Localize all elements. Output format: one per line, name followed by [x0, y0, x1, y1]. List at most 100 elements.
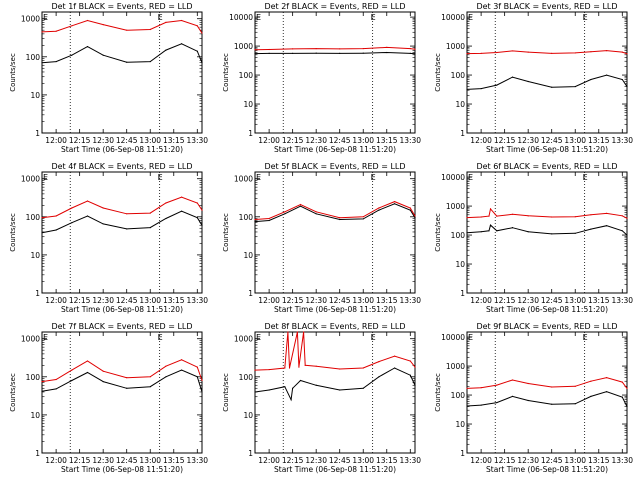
y-tick-label: 1000	[446, 42, 465, 51]
lld-data-point	[527, 215, 529, 217]
chart-title: Det 3f BLACK = Events, RED = LLD	[476, 2, 617, 11]
events-data-point	[511, 395, 514, 397]
lld-data-point	[466, 52, 468, 55]
events-data-point	[466, 88, 468, 90]
events-data-point	[86, 215, 89, 217]
events-data-point	[590, 228, 592, 230]
lld-data-point	[466, 217, 468, 219]
lld-data-point	[496, 51, 498, 54]
lld-data-point	[196, 366, 198, 368]
x-tick-label: 12:15	[69, 456, 91, 465]
marker-label: E	[158, 13, 163, 22]
events-data-point	[86, 371, 89, 374]
events-data-point	[511, 227, 514, 229]
plot-frame	[466, 11, 628, 134]
x-tick-label: 13:00	[139, 136, 161, 145]
events-series-line	[41, 210, 203, 234]
events-data-point	[149, 386, 151, 388]
y-tick-label: 1000	[21, 15, 40, 24]
y-axis-label: Counts/sec	[9, 53, 17, 92]
events-data-point	[290, 399, 292, 401]
events-data-point	[511, 76, 514, 78]
lld-data-point	[296, 331, 298, 333]
x-tick-label: 12:15	[494, 136, 516, 145]
x-tick-label: 12:45	[329, 456, 351, 465]
events-data-point	[181, 210, 183, 212]
chart-title: Det 5f BLACK = Events, RED = LLD	[264, 162, 405, 171]
x-tick-label: 12:00	[258, 296, 280, 305]
x-tick-label: 12:15	[494, 456, 516, 465]
chart-title: Det 9f BLACK = Events, RED = LLD	[476, 322, 617, 331]
y-tick-label: 100	[239, 71, 254, 80]
lld-series-line	[41, 19, 203, 34]
events-data-point	[480, 88, 482, 90]
events-data-point	[626, 85, 628, 88]
events-data-point	[339, 389, 341, 391]
x-tick-label: 12:00	[258, 136, 280, 145]
x-axis-label: Start Time (06-Sep-08 11:51:20)	[61, 465, 183, 474]
x-tick-label: 12:00	[258, 456, 280, 465]
lld-data-point	[165, 365, 167, 367]
y-tick-label: 10	[243, 411, 253, 420]
events-data-point	[362, 218, 364, 220]
y-tick-label: 10	[455, 260, 465, 269]
lld-data-point	[574, 52, 576, 54]
lld-data-point	[551, 52, 553, 54]
marker-label: E	[158, 173, 163, 182]
events-data-point	[86, 46, 89, 48]
events-data-point	[292, 52, 294, 54]
y-tick-label: 1000	[234, 335, 253, 344]
lld-data-point	[315, 47, 317, 50]
x-tick-label: 12:30	[305, 456, 327, 465]
lld-data-point	[626, 217, 628, 219]
y-tick-label: 10	[30, 91, 40, 100]
lld-data-point	[511, 379, 514, 381]
y-tick-label: 1000	[21, 335, 40, 344]
lld-data-point	[606, 49, 608, 52]
lld-data-point	[621, 51, 623, 53]
y-tick-label: 10	[455, 420, 465, 429]
events-data-point	[126, 387, 128, 389]
x-tick-label: 13:00	[139, 456, 161, 465]
x-tick-label: 12:00	[45, 456, 67, 465]
events-data-point	[386, 51, 388, 54]
events-data-point	[284, 213, 286, 215]
lld-data-point	[149, 212, 151, 214]
events-data-point	[339, 52, 341, 54]
x-tick-label: 13:15	[163, 136, 185, 145]
x-tick-label: 12:45	[329, 136, 351, 145]
x-tick-label: 12:30	[92, 456, 114, 465]
x-tick-label: 13:15	[376, 296, 398, 305]
events-data-point	[284, 386, 286, 388]
lld-data-point	[292, 48, 294, 50]
events-data-point	[165, 376, 167, 378]
lld-series-line	[41, 359, 203, 383]
lld-data-point	[551, 216, 553, 218]
y-tick-label: 1	[460, 129, 465, 138]
events-data-point	[71, 379, 73, 382]
x-tick-label: 13:00	[564, 296, 586, 305]
lld-data-point	[496, 384, 498, 386]
y-axis-label: Counts/sec	[9, 373, 17, 412]
plot-frame	[466, 331, 628, 454]
y-tick-label: 10000	[229, 13, 253, 22]
y-tick-label: 10000	[441, 173, 465, 182]
x-tick-label: 13:30	[399, 296, 421, 305]
y-tick-label: 10	[243, 251, 253, 260]
lld-data-point	[606, 377, 608, 379]
lld-data-point	[511, 50, 514, 52]
marker-label: E	[256, 333, 261, 342]
x-tick-label: 13:15	[588, 296, 610, 305]
events-data-point	[496, 230, 498, 232]
y-tick-label: 1	[35, 449, 40, 458]
y-tick-label: 10000	[441, 13, 465, 22]
chart-panel-6: Det 6f BLACK = Events, RED = LLDEE12:001…	[434, 162, 633, 314]
lld-data-point	[102, 207, 104, 209]
marker-label: E	[43, 173, 48, 182]
events-data-point	[362, 387, 364, 389]
lld-data-point	[254, 369, 256, 371]
lld-data-point	[303, 331, 305, 333]
events-data-point	[466, 232, 468, 234]
